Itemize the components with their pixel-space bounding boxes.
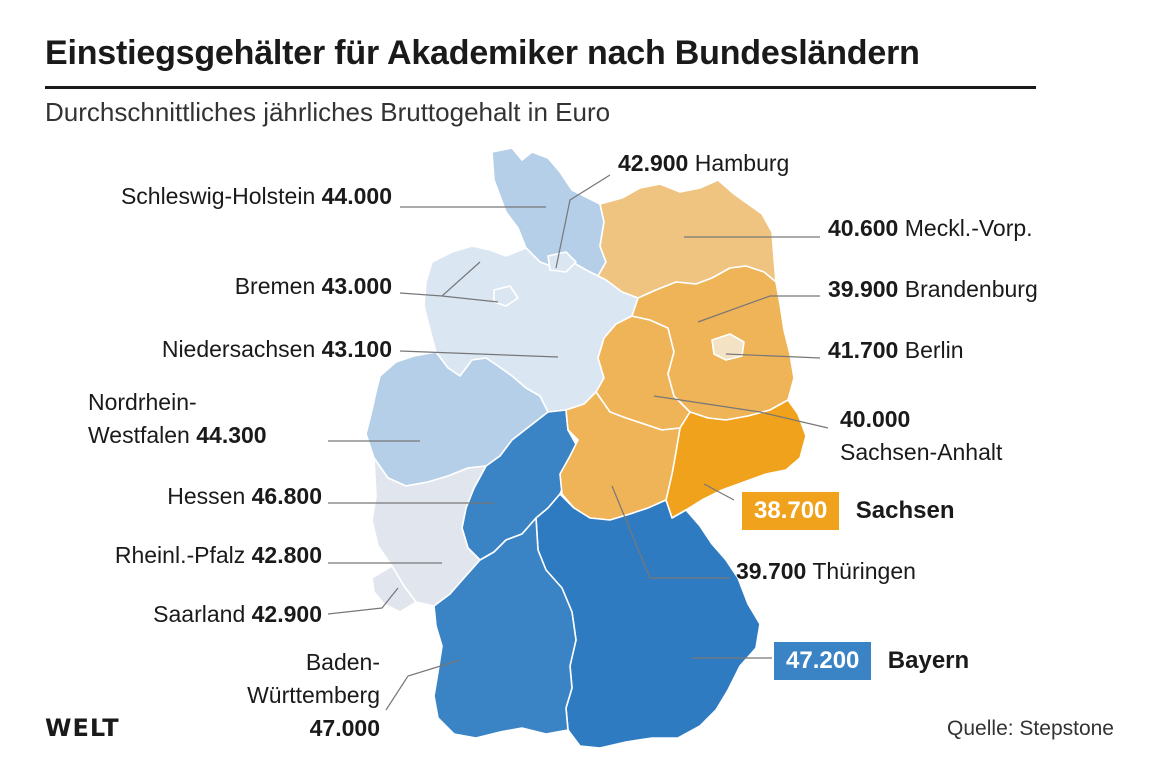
- state-name: Bayern: [887, 647, 970, 674]
- state-value: 39.700: [736, 558, 807, 584]
- state-name-line2: Württemberg: [247, 682, 380, 708]
- state-value: 44.300: [196, 422, 267, 448]
- state-name: Sachsen: [855, 497, 955, 524]
- leader-berlin: [725, 353, 821, 359]
- state-name: Berlin: [904, 337, 964, 363]
- state-name: Saarland: [153, 601, 246, 627]
- label-rheinl-pfalz: Rheinl.-Pfalz 42.800: [115, 539, 322, 572]
- state-name: Hamburg: [694, 150, 790, 176]
- state-saarland: [371, 565, 417, 613]
- state-bremen: [493, 285, 519, 307]
- brand-logo: WELT: [45, 714, 120, 742]
- label-niedersachsen: Niedersachsen 43.100: [162, 333, 392, 366]
- state-rheinland-pfalz: [371, 457, 487, 607]
- label-sachsen: 38.700 Sachsen: [742, 492, 955, 530]
- value-box-bayern: 47.200: [774, 642, 872, 680]
- state-value: 41.700: [828, 337, 899, 363]
- label-sachsen-anhalt: 40.000 Sachsen-Anhalt: [840, 403, 1002, 469]
- label-berlin: 41.700 Berlin: [828, 334, 964, 367]
- label-hamburg: 42.900 Hamburg: [618, 147, 789, 180]
- state-hamburg: [547, 251, 577, 273]
- label-baden-wuerttemberg: Baden- Württemberg 47.000: [247, 646, 380, 745]
- source-note: Quelle: Stepstone: [947, 717, 1114, 740]
- label-bremen: Bremen 43.000: [235, 270, 392, 303]
- chart-title: Einstiegsgehälter für Akademiker nach Bu…: [45, 34, 920, 72]
- value-box-sachsen: 38.700: [742, 492, 840, 530]
- state-name-line1: Nordrhein-: [88, 389, 197, 415]
- state-name: Sachsen-Anhalt: [840, 439, 1003, 465]
- leader-brandenburg: [697, 295, 820, 323]
- leader-hamburg: [555, 174, 611, 269]
- leader-saarland: [327, 587, 399, 615]
- state-baden-wuerttemberg: [433, 517, 577, 739]
- state-value: 44.000: [321, 183, 392, 209]
- state-value: 47.000: [309, 715, 380, 741]
- state-value: 40.000: [840, 406, 911, 432]
- leader-thueringen: [611, 485, 730, 579]
- label-nordrhein-westfalen: Nordrhein- Westfalen 44.300: [88, 386, 267, 452]
- state-name: Rheinl.-Pfalz: [114, 542, 246, 568]
- state-value: 42.800: [251, 542, 322, 568]
- label-saarland: Saarland 42.900: [153, 598, 322, 631]
- state-name: Meckl.-Vorp.: [904, 215, 1033, 241]
- state-name: Thüringen: [812, 558, 916, 584]
- state-value: 40.600: [828, 215, 899, 241]
- leader-sachsen: [703, 483, 735, 501]
- state-name: Brandenburg: [904, 276, 1038, 302]
- label-bayern: 47.200 Bayern: [774, 642, 969, 680]
- leader-bremen: [399, 261, 499, 303]
- state-name: Bremen: [234, 273, 316, 299]
- leader-sachsen-anhalt: [653, 395, 829, 429]
- state-shapes: [365, 147, 807, 749]
- state-value: 43.000: [321, 273, 392, 299]
- state-name: Niedersachsen: [161, 336, 316, 362]
- label-brandenburg: 39.900 Brandenburg: [828, 273, 1038, 306]
- state-name: Hessen: [167, 483, 246, 509]
- label-hessen: Hessen 46.800: [167, 480, 322, 513]
- title-rule: [45, 86, 1036, 89]
- state-value: 42.900: [251, 601, 322, 627]
- state-value: 43.100: [321, 336, 392, 362]
- leader-baden-wuerttemberg: [385, 659, 461, 711]
- leader-niedersachsen: [399, 350, 559, 358]
- label-schleswig-holstein: Schleswig-Holstein 44.000: [121, 180, 392, 213]
- state-value: 42.900: [618, 150, 689, 176]
- state-name-line1: Baden-: [305, 649, 380, 675]
- state-name-line2: Westfalen: [88, 422, 190, 448]
- label-thueringen: 39.700 Thüringen: [736, 555, 916, 588]
- chart-subtitle: Durchschnittliches jährliches Bruttogeha…: [45, 97, 611, 127]
- leader-lines: [327, 174, 829, 711]
- state-value: 46.800: [251, 483, 322, 509]
- state-name: Schleswig-Holstein: [120, 183, 316, 209]
- label-meckl-vorp: 40.600 Meckl.-Vorp.: [828, 212, 1033, 245]
- state-value: 39.900: [828, 276, 899, 302]
- state-berlin: [711, 333, 745, 361]
